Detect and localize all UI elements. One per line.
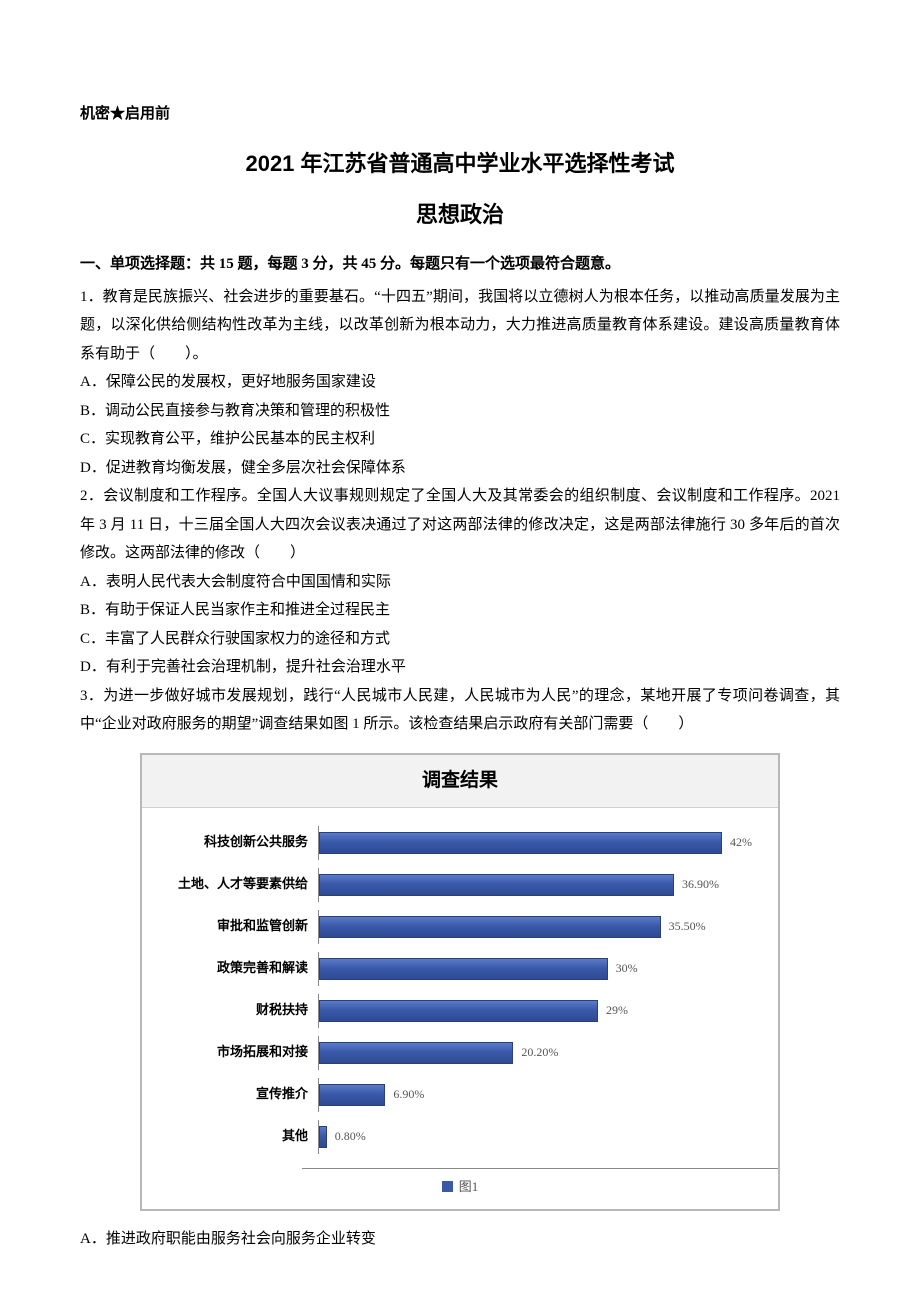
chart-row: 宣传推介 6.90% xyxy=(168,1078,752,1112)
chart-value-label: 36.90% xyxy=(682,873,719,896)
chart-bar xyxy=(319,1042,513,1064)
chart-track: 42% xyxy=(318,826,752,860)
q2-option-b: B．有助于保证人民当家作主和推进全过程民主 xyxy=(80,596,840,625)
chart-track: 6.90% xyxy=(318,1078,752,1112)
chart-title: 调查结果 xyxy=(142,755,778,808)
exam-title: 2021 年江苏省普通高中学业水平选择性考试 xyxy=(80,143,840,185)
chart-value-label: 35.50% xyxy=(669,915,706,938)
chart-row: 其他 0.80% xyxy=(168,1120,752,1154)
chart-track: 0.80% xyxy=(318,1120,752,1154)
chart-category-label: 市场拓展和对接 xyxy=(168,1040,318,1065)
q2-option-d: D．有利于完善社会治理机制，提升社会治理水平 xyxy=(80,653,840,682)
chart-category-label: 其他 xyxy=(168,1124,318,1149)
chart-category-label: 土地、人才等要素供给 xyxy=(168,872,318,897)
q2-stem: 2．会议制度和工作程序。全国人大议事规则规定了全国人大及其常委会的组织制度、会议… xyxy=(80,482,840,568)
chart-row: 市场拓展和对接 20.20% xyxy=(168,1036,752,1070)
subject-title: 思想政治 xyxy=(80,194,840,236)
chart-body: 科技创新公共服务 42% 土地、人才等要素供给 36.90% 审批和监管创新 35.50%… xyxy=(142,808,778,1168)
chart-value-label: 29% xyxy=(606,999,628,1022)
chart-legend: 图1 xyxy=(142,1169,778,1210)
chart-category-label: 宣传推介 xyxy=(168,1082,318,1107)
q1-option-a: A．保障公民的发展权，更好地服务国家建设 xyxy=(80,368,840,397)
chart-row: 政策完善和解读 30% xyxy=(168,952,752,986)
q1-option-c: C．实现教育公平，维护公民基本的民主权利 xyxy=(80,425,840,454)
chart-track: 30% xyxy=(318,952,752,986)
survey-chart: 调查结果 科技创新公共服务 42% 土地、人才等要素供给 36.90% 审批和监管创新 3… xyxy=(140,753,780,1212)
chart-bar xyxy=(319,832,722,854)
chart-value-label: 42% xyxy=(730,831,752,854)
chart-bar xyxy=(319,1084,385,1106)
chart-value-label: 20.20% xyxy=(521,1041,558,1064)
chart-row: 土地、人才等要素供给 36.90% xyxy=(168,868,752,902)
chart-category-label: 科技创新公共服务 xyxy=(168,830,318,855)
confidential-marker: 机密★启用前 xyxy=(80,100,840,129)
chart-row: 财税扶持 29% xyxy=(168,994,752,1028)
chart-bar xyxy=(319,1126,327,1148)
chart-bar xyxy=(319,874,674,896)
chart-track: 20.20% xyxy=(318,1036,752,1070)
q1-stem: 1．教育是民族振兴、社会进步的重要基石。“十四五”期间，我国将以立德树人为根本任… xyxy=(80,283,840,369)
q1-option-d: D．促进教育均衡发展，健全多层次社会保障体系 xyxy=(80,454,840,483)
chart-track: 29% xyxy=(318,994,752,1028)
q3-option-a: A．推进政府职能由服务社会向服务企业转变 xyxy=(80,1225,840,1254)
chart-category-label: 政策完善和解读 xyxy=(168,956,318,981)
chart-bar xyxy=(319,1000,598,1022)
legend-label: 图1 xyxy=(459,1179,479,1194)
chart-category-label: 审批和监管创新 xyxy=(168,914,318,939)
q3-stem: 3．为进一步做好城市发展规划，践行“人民城市人民建，人民城市为人民”的理念，某地… xyxy=(80,682,840,739)
chart-track: 35.50% xyxy=(318,910,752,944)
chart-value-label: 30% xyxy=(616,957,638,980)
q2-option-a: A．表明人民代表大会制度符合中国国情和实际 xyxy=(80,568,840,597)
chart-category-label: 财税扶持 xyxy=(168,998,318,1023)
chart-value-label: 6.90% xyxy=(393,1083,424,1106)
q1-option-b: B．调动公民直接参与教育决策和管理的积极性 xyxy=(80,397,840,426)
legend-swatch xyxy=(442,1181,453,1192)
chart-row: 科技创新公共服务 42% xyxy=(168,826,752,860)
chart-track: 36.90% xyxy=(318,868,752,902)
chart-row: 审批和监管创新 35.50% xyxy=(168,910,752,944)
chart-bar xyxy=(319,958,608,980)
q2-option-c: C．丰富了人民群众行驶国家权力的途径和方式 xyxy=(80,625,840,654)
chart-value-label: 0.80% xyxy=(335,1125,366,1148)
section-1-heading: 一、单项选择题：共 15 题，每题 3 分，共 45 分。每题只有一个选项最符合… xyxy=(80,250,840,279)
chart-bar xyxy=(319,916,661,938)
